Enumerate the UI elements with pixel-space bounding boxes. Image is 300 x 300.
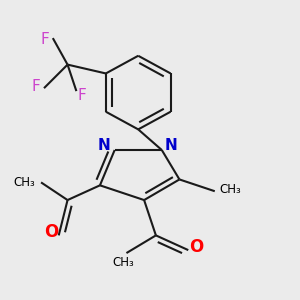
Text: CH₃: CH₃ [112, 256, 134, 269]
Text: CH₃: CH₃ [219, 183, 241, 196]
Text: F: F [78, 88, 87, 103]
Text: CH₃: CH₃ [14, 176, 35, 189]
Text: O: O [189, 238, 204, 256]
Text: N: N [98, 138, 111, 153]
Text: O: O [44, 224, 58, 242]
Text: N: N [164, 138, 177, 153]
Text: F: F [40, 32, 49, 47]
Text: F: F [32, 79, 40, 94]
